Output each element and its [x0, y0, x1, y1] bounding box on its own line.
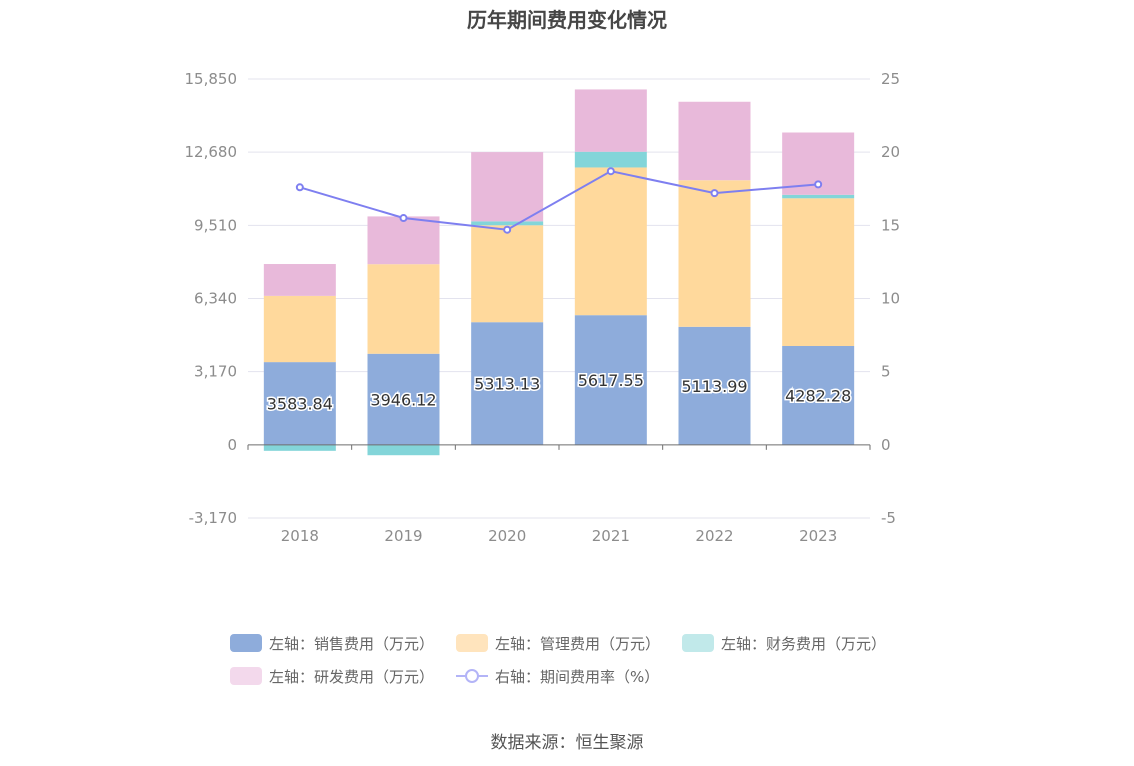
x-tick-label: 2023: [799, 527, 837, 545]
x-tick-label: 2020: [488, 527, 526, 545]
bar-2022-series-3: [678, 101, 751, 181]
legend-item-rnd[interactable]: 左轴：研发费用（万元）: [230, 666, 434, 687]
legend-swatch-rnd: [230, 667, 262, 685]
bar-2018-series-0: [263, 362, 336, 445]
bar-2023-series-1: [782, 198, 855, 346]
bar-2020-series-0: [471, 322, 544, 445]
rate-point-2022: [710, 189, 719, 198]
x-tick-label: 2019: [384, 527, 422, 545]
data-label: 5113.99: [681, 377, 747, 396]
chart-title: 历年期间费用变化情况: [467, 8, 667, 32]
right-tick-label: 15: [881, 216, 900, 234]
rate-point-2018: [295, 183, 304, 192]
left-tick-label: 6,340: [194, 290, 237, 308]
data-label: 4282.28: [785, 386, 851, 405]
bar-2022-series-0: [678, 326, 751, 445]
legend-label-sales: 左轴：销售费用（万元）: [269, 634, 435, 653]
left-tick-label: 15,850: [185, 70, 238, 88]
legend-row-1: 左轴：销售费用（万元） 左轴：管理费用（万元） 左轴：财务费用（万元）: [230, 632, 930, 654]
legend-label-rnd: 左轴：研发费用（万元）: [269, 667, 435, 686]
grid-lines: [248, 78, 870, 519]
legend-swatch-sales: [230, 634, 262, 652]
rate-line-path: [299, 170, 819, 231]
left-tick-label: 12,680: [185, 143, 238, 161]
rate-line: [295, 167, 823, 234]
legend-item-admin[interactable]: 左轴：管理费用（万元）: [456, 633, 660, 654]
right-tick-label: 25: [881, 70, 900, 88]
data-labels: 3583.84 3946.12 5313.13 5617.55 5113.99 4282.…: [265, 370, 853, 415]
bar-2019-series-0: [367, 353, 440, 445]
bar-2020-series-1: [471, 225, 544, 323]
legend-item-sales[interactable]: 左轴：销售费用（万元）: [230, 633, 434, 654]
bar-2022-series-1: [678, 180, 751, 327]
bar-2021-series-1: [574, 167, 647, 316]
data-source: 数据来源：恒生聚源: [490, 733, 644, 753]
bar-2023-series-2: [782, 194, 855, 199]
legend-item-finance[interactable]: 左轴：财务费用（万元）: [682, 633, 886, 654]
data-label: 3583.84: [267, 394, 333, 413]
right-tick-label: 5: [881, 363, 891, 381]
data-label: 5617.55: [578, 371, 644, 390]
right-tick-label: -5: [881, 509, 896, 527]
bar-2019-series-2: [367, 444, 440, 456]
x-tick-label: 2022: [695, 527, 733, 545]
left-tick-label: 9,510: [194, 216, 237, 234]
bar-2023-series-0: [782, 345, 855, 445]
bar-2018-series-3: [263, 264, 336, 296]
right-tick-label: 10: [881, 290, 900, 308]
legend-label-admin: 左轴：管理费用（万元）: [495, 634, 661, 653]
rate-point-2021: [606, 167, 615, 176]
bar-series: [263, 89, 855, 456]
bar-2020-series-3: [471, 152, 544, 222]
legend-swatch-admin: [456, 634, 489, 652]
bar-2021-series-0: [574, 315, 647, 445]
legend-item-rate[interactable]: 右轴：期间费用率（%）: [456, 666, 659, 687]
rate-point-2019: [399, 214, 408, 223]
data-label: 5313.13: [474, 375, 540, 394]
legend-row-2: 左轴：研发费用（万元） 右轴：期间费用率（%）: [230, 665, 930, 687]
x-tick-label: 2021: [592, 527, 630, 545]
legend: 左轴：销售费用（万元） 左轴：管理费用（万元） 左轴：财务费用（万元） 左轴：研…: [230, 632, 930, 698]
left-tick-label: 0: [227, 436, 237, 454]
bar-2018-series-2: [263, 444, 336, 451]
x-tick-label: 2018: [281, 527, 319, 545]
legend-swatch-finance: [682, 634, 715, 652]
bar-2021-series-2: [574, 151, 647, 168]
chart-canvas: -3,170 0 3,170 6,340 9,510 12,680 15,850 -5 0 5 10…: [185, 70, 901, 545]
bar-2019-series-1: [367, 264, 440, 354]
legend-label-finance: 左轴：财务费用（万元）: [721, 634, 887, 653]
rate-point-2020: [503, 225, 512, 234]
axes: -3,170 0 3,170 6,340 9,510 12,680 15,850 -5 0 5 10…: [185, 70, 901, 545]
bar-2021-series-3: [574, 89, 647, 152]
bar-2020-series-2: [471, 221, 544, 226]
legend-label-rate: 右轴：期间费用率（%）: [495, 667, 660, 686]
rate-point-2023: [814, 180, 823, 189]
right-tick-label: 0: [881, 436, 891, 454]
bar-2019-series-3: [367, 216, 440, 265]
left-tick-label: -3,170: [189, 509, 237, 527]
bar-2018-series-1: [263, 295, 336, 363]
left-tick-label: 3,170: [194, 363, 237, 381]
legend-swatch-rate: [456, 669, 489, 683]
right-tick-label: 20: [881, 143, 900, 161]
data-label: 3946.12: [370, 390, 436, 409]
